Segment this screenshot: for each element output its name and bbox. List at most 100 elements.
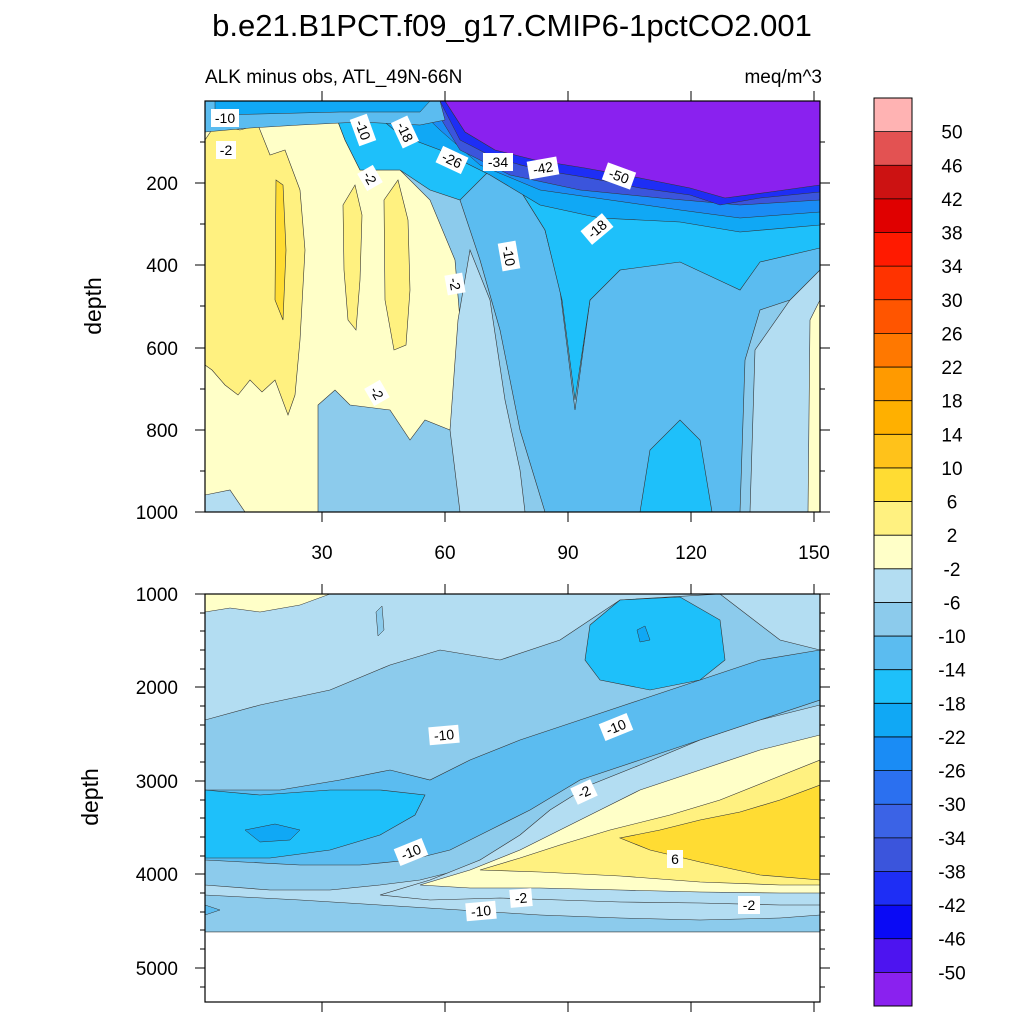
colorbar-label: -18 [938,694,965,715]
colorbar-label: -30 [938,795,965,816]
contour-label: -18 [393,119,416,144]
colorbar-label: 50 [941,123,962,144]
colorbar-swatch [874,198,912,233]
contour-label: -10 [433,726,455,744]
lower-contour-labels: -10 -10 -2 -10 6 -2 -10 -2 [393,713,760,922]
colorbar-swatch [874,467,912,502]
contour-label: -2 [446,276,464,291]
lower-panel-frame [204,593,821,1003]
colorbar-swatch [874,905,912,940]
upper-x-ticks [321,91,815,522]
upper-y-ticks [195,141,830,513]
upper-ylabel: depth [80,277,106,335]
contour-label: -2 [220,142,233,158]
colorbar-label: 10 [941,459,962,480]
colorbar-swatch [874,972,912,1007]
contour-label: -10 [604,716,629,738]
contour-label: -26 [439,148,464,171]
contour-label: -2 [514,889,528,906]
xtick-label: 90 [557,543,578,564]
contour-label: -10 [352,118,374,143]
figure-title: b.e21.B1PCT.f09_g17.CMIP6-1pctCO2.001 [212,8,812,43]
upper-ytick-label: 800 [146,421,178,442]
contour-label: -42 [532,158,555,177]
colorbar-label: 42 [941,190,962,211]
lower-ytick-label: 2000 [136,678,178,699]
contour-label: -50 [607,165,632,187]
lower-ytick-label: 4000 [136,865,178,886]
colorbar-swatch [874,804,912,839]
contour-label: -10 [470,902,492,920]
colorbar-swatch [874,400,912,435]
colorbar-label: -22 [938,728,965,749]
colorbar-label: 34 [941,257,963,278]
colorbar: 50 46 42 38 34 30 26 22 18 14 10 6 2 -2 -6 -10 -14 -18 -22… [873,97,966,1007]
upper-contour-labels: -10 -2 -10 -18 -26 -34 -42 -50 -2 -10 -1… [211,109,637,407]
xtick-label: 60 [434,543,455,564]
contour-label: -10 [399,841,424,863]
upper-ytick-label: 400 [146,256,178,277]
colorbar-swatch [874,333,912,368]
subtitle-right: meq/m^3 [744,67,822,88]
xtick-label: 120 [675,543,707,564]
contour-label: -2 [743,897,756,913]
xtick-label: 30 [311,543,332,564]
colorbar-label: -38 [938,862,965,883]
lower-y-ticks [195,584,830,1012]
colorbar-label: 22 [941,358,962,379]
colorbar-swatch [874,703,912,738]
colorbar-swatch [874,602,912,637]
upper-ytick-label: 600 [146,339,178,360]
contour-label: -34 [488,154,508,170]
colorbar-label: -50 [938,963,965,984]
colorbar-swatch [874,299,912,334]
colorbar-swatch [874,938,912,973]
colorbar-swatch [874,501,912,536]
lower-ytick-label: 5000 [136,959,178,980]
lower-ytick-label: 1000 [136,585,178,606]
colorbar-swatch [874,837,912,872]
colorbar-label: 18 [941,392,962,413]
upper-ytick-label: 1000 [136,503,178,524]
colorbar-label: -42 [938,896,965,917]
colorbar-frame [873,97,913,1007]
colorbar-swatch [874,165,912,200]
colorbar-label: 38 [941,224,962,245]
colorbar-swatch [874,770,912,805]
colorbar-label: -46 [938,930,965,951]
colorbar-label: 26 [941,324,962,345]
subtitle-left: ALK minus obs, ATL_49N-66N [205,67,462,88]
colorbar-label: -34 [938,829,966,850]
colorbar-swatch [874,266,912,301]
colorbar-swatch [874,131,912,166]
colorbar-label: -14 [938,661,966,682]
colorbar-swatch [874,434,912,469]
colorbar-label: 30 [941,291,962,312]
colorbar-swatch [874,636,912,670]
lower-ytick-label: 3000 [136,772,178,793]
colorbar-label: -2 [944,560,961,581]
upper-ytick-label: 200 [146,174,178,195]
colorbar-label: 46 [941,156,962,177]
colorbar-label: 2 [947,526,958,547]
colorbar-swatch [874,568,912,603]
xtick-label: 150 [798,543,830,564]
colorbar-swatch [874,871,912,906]
colorbar-swatch [874,736,912,771]
colorbar-label: -6 [944,593,961,614]
colorbar-label: 14 [941,425,963,446]
lower-panel-plot [204,593,821,1003]
contour-label: -10 [499,245,518,268]
colorbar-swatch [874,669,912,704]
contour-label: 6 [671,851,679,867]
colorbar-swatch [874,98,912,132]
colorbar-swatch [874,367,912,401]
lower-ylabel: depth [77,768,103,826]
contour-label: -10 [215,110,235,126]
colorbar-swatch [874,535,912,570]
colorbar-label: 6 [947,493,958,514]
colorbar-label: -10 [938,627,965,648]
colorbar-label: -26 [938,762,965,783]
colorbar-swatch [874,232,912,267]
